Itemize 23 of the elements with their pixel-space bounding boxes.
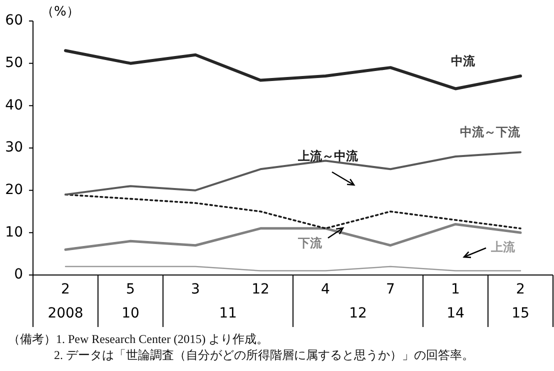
category-label: 1 14 bbox=[446, 282, 464, 322]
y-tick-label: 30 bbox=[5, 140, 23, 156]
y-tick-label: 60 bbox=[5, 12, 23, 29]
series-label: 中流 bbox=[451, 54, 476, 68]
category-label: 2 2008 bbox=[48, 282, 84, 322]
y-tick-label: 10 bbox=[5, 224, 23, 240]
series-label: 中流～下流 bbox=[460, 125, 521, 140]
x-tick-label: 12 bbox=[252, 282, 270, 298]
text: 2. データは「世論調査（自分がどの所得階層に属すると思うか）」の回答率。 bbox=[53, 347, 474, 363]
y-axis-title: （%） bbox=[41, 4, 80, 20]
category-label: 3 11 bbox=[191, 282, 237, 322]
x-tick-label: 7 bbox=[386, 282, 395, 298]
category-label: 5 10 bbox=[122, 282, 140, 322]
category-label: 2 15 bbox=[512, 282, 530, 322]
y-tick-label: 20 bbox=[5, 182, 23, 198]
y-tick-label: 0 bbox=[14, 266, 23, 283]
y-tick-label: 50 bbox=[5, 54, 23, 71]
y-tick-label: 40 bbox=[5, 97, 23, 114]
text: 上流～中流 bbox=[297, 149, 359, 164]
category-label: 4 12 bbox=[321, 282, 367, 322]
series-label: 上流 bbox=[490, 240, 516, 254]
series-label: 下流 bbox=[297, 236, 323, 250]
text: （備考）1. Pew Research Center (2015) より作成。 bbox=[8, 331, 270, 347]
